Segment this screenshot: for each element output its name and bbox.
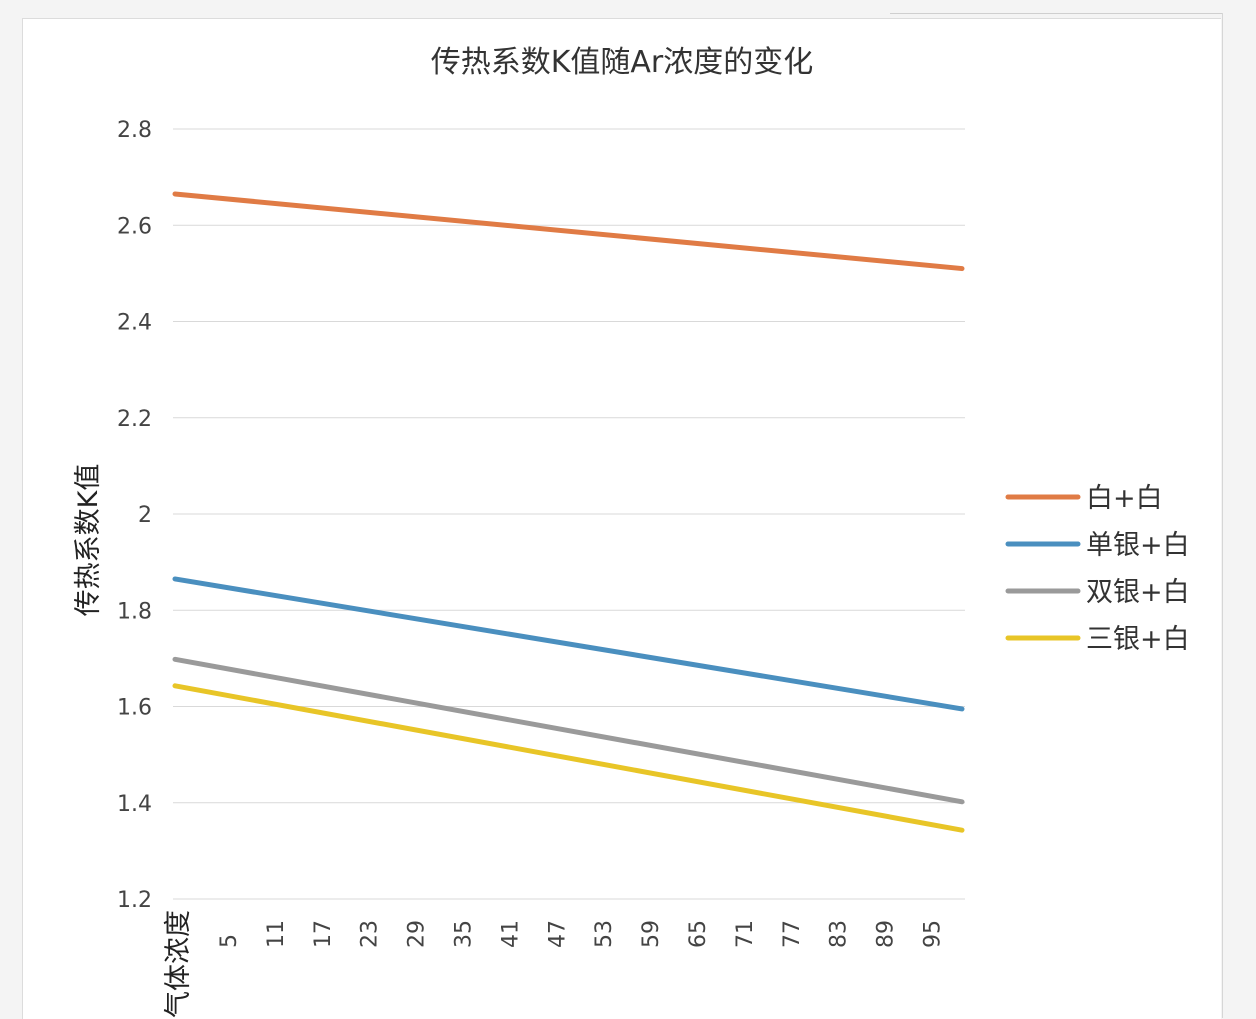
chart-card [22,18,1221,1019]
series-line-0 [172,191,965,272]
x-tick-label: 47 [545,920,570,948]
x-tick-label: 17 [311,920,336,948]
x-tick-label: 59 [639,920,664,948]
series-line-3 [172,683,965,833]
x-tick-label: 23 [358,920,383,948]
legend-label-3: 三银+白 [1086,624,1190,655]
y-tick-label: 1.4 [117,792,152,817]
x-axis-title: 气体浓度 [163,910,194,1018]
top-divider [890,13,1222,14]
x-tick-label: 65 [686,920,711,948]
y-tick-label: 2 [138,503,152,528]
x-tick-label: 35 [452,920,477,948]
legend-label-2: 双银+白 [1086,577,1190,608]
series-lines [172,191,965,833]
y-tick-labels: 2.8 2.6 2.4 2.2 2 1.8 1.6 1.4 1.2 [117,118,152,913]
x-tick-label: 29 [405,920,430,948]
series-line-2 [172,656,965,805]
x-tick-label: 95 [921,920,946,948]
legend: 白+白单银+白双银+白三银+白 [1005,483,1190,655]
x-tick-label: 53 [592,920,617,948]
y-tick-label: 1.8 [117,599,152,624]
x-tick-label: 89 [874,920,899,948]
y-tick-label: 2.6 [117,214,152,239]
y-tick-label: 1.6 [117,696,152,721]
y-axis-title: 传热系数K值 [73,464,104,617]
gridlines [173,128,965,900]
right-divider [1222,13,1223,1018]
y-tick-label: 2.4 [117,311,152,336]
legend-label-0: 白+白 [1086,483,1163,514]
x-tick-labels: 5 11 17 23 29 35 41 47 53 59 65 71 77 83 89 95 [217,920,946,948]
x-tick-label: 41 [498,920,523,948]
y-tick-label: 2.2 [117,407,152,432]
legend-label-1: 单银+白 [1086,530,1190,561]
x-tick-label: 77 [780,920,805,948]
x-tick-label: 83 [827,920,852,948]
series-line-1 [172,576,965,712]
x-tick-label: 5 [217,934,242,948]
x-tick-label: 71 [733,920,758,948]
x-tick-label: 11 [264,920,289,948]
y-tick-label: 1.2 [117,888,152,913]
y-tick-label: 2.8 [117,118,152,143]
chart-title: 传热系数K值随Ar浓度的变化 [431,45,814,80]
